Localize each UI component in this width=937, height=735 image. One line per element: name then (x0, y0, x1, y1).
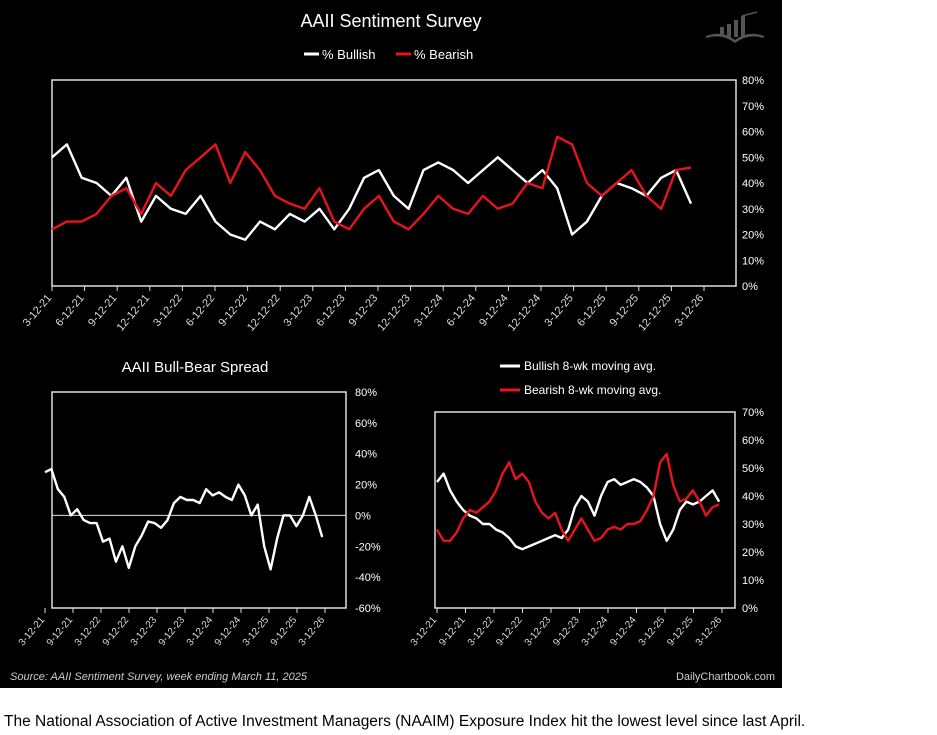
legend-label-bullish-ma: Bullish 8-wk moving avg. (524, 359, 656, 373)
y-tick-label: 10% (742, 575, 764, 587)
y-tick-label: -20% (355, 541, 381, 553)
x-tick-label: 9-12-22 (101, 615, 132, 649)
y-tick-label: 40% (742, 491, 764, 503)
y-tick-label: 20% (742, 547, 764, 559)
y-tick-label: 0% (355, 510, 371, 522)
x-tick-label: 12-12-21 (115, 292, 153, 333)
x-tick-label: 6-12-25 (575, 292, 609, 329)
x-tick-label: 3-12-22 (466, 615, 497, 649)
charts-svg: AAII Sentiment Survey % Bullish % Bearis… (10, 11, 775, 683)
y-tick-label: 40% (355, 449, 377, 461)
x-tick-label: 9-12-22 (216, 292, 250, 329)
x-tick-label: 3-12-21 (409, 615, 440, 649)
y-tick-label: 0% (742, 603, 758, 615)
x-tick-label: 9-12-21 (437, 615, 468, 649)
series-line--bullish (51, 143, 693, 241)
x-tick-label: 12-12-23 (375, 292, 413, 333)
x-tick-label: 3-12-22 (151, 292, 185, 329)
series-line-bullish-8-wk-moving-avg- (436, 472, 721, 551)
x-tick-label: 3-12-23 (129, 615, 160, 649)
x-tick-label: 9-12-24 (213, 615, 244, 649)
x-tick-label: 3-12-23 (523, 615, 554, 649)
series-line--bearish (51, 135, 692, 231)
spread-plot-frame (51, 391, 347, 609)
caption-text: The National Association of Active Inves… (4, 713, 806, 730)
y-tick-label: -40% (355, 572, 381, 584)
y-tick-label: 50% (742, 152, 764, 164)
ma-legend: Bullish 8-wk moving avg. Bearish 8-wk mo… (500, 359, 661, 397)
x-tick-label: 3-12-23 (282, 292, 316, 329)
x-tick-label: 9-12-21 (86, 292, 120, 329)
y-tick-label: 80% (355, 387, 377, 399)
x-tick-label: 9-12-24 (477, 292, 511, 329)
x-tick-label: 3-12-25 (241, 615, 272, 649)
x-tick-label: 12-12-25 (636, 292, 674, 333)
y-tick-label: 40% (742, 178, 764, 190)
x-tick-label: 6-12-24 (445, 292, 479, 329)
x-tick-label: 3-12-26 (297, 615, 328, 649)
series-line-bull-bear-spread (44, 467, 324, 571)
y-tick-label: 10% (742, 255, 764, 267)
x-tick-label: 3-12-26 (673, 292, 707, 329)
legend-label-bearish-ma: Bearish 8-wk moving avg. (524, 383, 661, 397)
brand-label: DailyChartbook.com (676, 671, 775, 683)
x-tick-label: 9-12-25 (269, 615, 300, 649)
x-tick-label: 9-12-22 (494, 615, 525, 649)
y-tick-label: 30% (742, 519, 764, 531)
ma-plot-frame (434, 411, 736, 609)
x-tick-label: 9-12-25 (608, 292, 642, 329)
main-legend: % Bullish % Bearish (304, 47, 473, 62)
x-tick-label: 9-12-23 (157, 615, 188, 649)
x-tick-label: 9-12-23 (551, 615, 582, 649)
logo-icon (706, 11, 764, 43)
x-tick-label: 6-12-22 (184, 292, 218, 329)
series-line-bearish-8-wk-moving-avg- (435, 452, 720, 542)
x-tick-label: 6-12-23 (314, 292, 348, 329)
source-note: Source: AAII Sentiment Survey, week endi… (10, 671, 308, 683)
legend-label-bullish: % Bullish (322, 47, 375, 62)
x-tick-label: 3-12-24 (580, 615, 611, 649)
y-tick-label: 80% (742, 75, 764, 87)
x-tick-label: 3-12-21 (21, 292, 55, 329)
x-tick-label: 6-12-21 (53, 292, 87, 329)
y-tick-label: 50% (742, 463, 764, 475)
legend-label-bearish: % Bearish (414, 47, 473, 62)
x-tick-label: 12-12-24 (506, 292, 544, 333)
y-tick-label: 70% (742, 407, 764, 419)
x-tick-label: 3-12-24 (185, 615, 216, 649)
y-tick-label: 30% (742, 204, 764, 216)
x-tick-label: 3-12-25 (542, 292, 576, 329)
x-tick-label: 12-12-22 (245, 292, 283, 333)
y-tick-label: 60% (742, 127, 764, 139)
x-tick-label: 3-12-24 (412, 292, 446, 329)
x-tick-label: 9-12-23 (347, 292, 381, 329)
x-tick-label: 3-12-25 (637, 615, 668, 649)
y-tick-label: 60% (355, 418, 377, 430)
spread-chart-title: AAII Bull-Bear Spread (122, 359, 269, 376)
y-tick-label: 20% (742, 230, 764, 242)
x-tick-label: 9-12-25 (665, 615, 696, 649)
y-tick-label: 70% (742, 101, 764, 113)
y-tick-label: -60% (355, 603, 381, 615)
x-tick-label: 9-12-21 (45, 615, 76, 649)
x-tick-label: 3-12-26 (694, 615, 725, 649)
main-plot-frame (51, 79, 737, 287)
chart-panel: AAII Sentiment Survey % Bullish % Bearis… (0, 0, 782, 688)
y-tick-label: 20% (355, 480, 377, 492)
y-tick-label: 60% (742, 435, 764, 447)
x-tick-label: 3-12-21 (17, 615, 48, 649)
x-tick-label: 9-12-24 (608, 615, 639, 649)
main-chart-title: AAII Sentiment Survey (300, 11, 481, 31)
y-tick-label: 0% (742, 281, 758, 293)
x-tick-label: 3-12-22 (73, 615, 104, 649)
